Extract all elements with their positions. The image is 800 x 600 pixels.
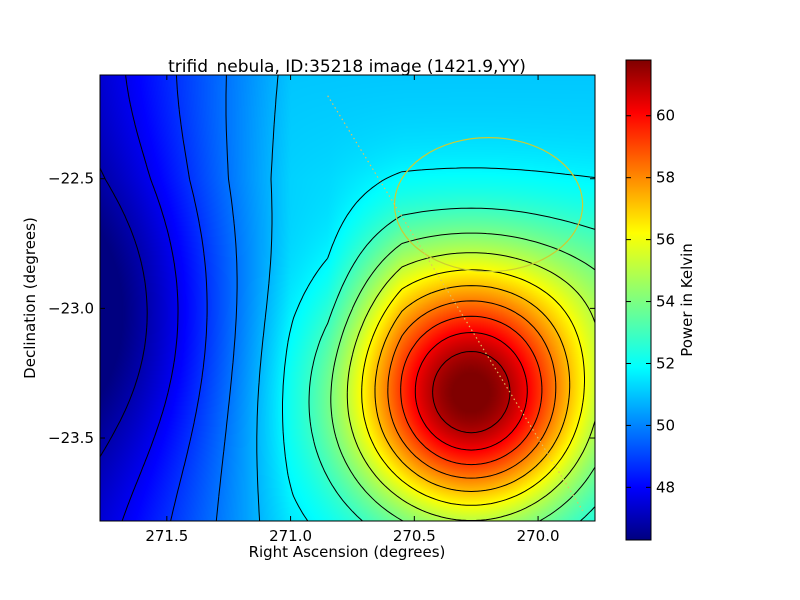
contour-line bbox=[400, 315, 543, 466]
x-tick-label: 271.5 bbox=[145, 527, 188, 545]
contour-line bbox=[215, 75, 238, 521]
x-axis: 271.5 271.0 270.5 270.0 bbox=[145, 75, 560, 545]
contour-line bbox=[414, 332, 528, 451]
colorbar-tick-label: 60 bbox=[656, 107, 675, 125]
colorbar-tick-label: 48 bbox=[656, 478, 675, 496]
y-tick-label: −23.0 bbox=[48, 299, 94, 317]
contour-line bbox=[121, 75, 179, 521]
contour-lines bbox=[100, 75, 595, 521]
colorbar-tick-label: 50 bbox=[656, 416, 675, 434]
contour-line bbox=[330, 232, 595, 521]
contour-line bbox=[374, 285, 571, 492]
colorbar-tick-label: 54 bbox=[656, 293, 675, 311]
contour-line bbox=[361, 269, 585, 506]
dotted-track-line bbox=[327, 95, 584, 511]
y-axis-label: Declination (degrees) bbox=[21, 217, 39, 379]
colorbar-tick-label: 58 bbox=[656, 169, 675, 187]
x-tick-label: 270.5 bbox=[393, 527, 436, 545]
contour-line bbox=[346, 252, 595, 521]
x-tick-label: 271.0 bbox=[269, 527, 312, 545]
colorbar-tick-label: 56 bbox=[656, 231, 675, 249]
y-tick-label: −23.5 bbox=[48, 429, 94, 447]
contour-line bbox=[256, 75, 279, 521]
chart-title: trifid_nebula, ID:35218 image (1421.9,YY… bbox=[168, 57, 526, 77]
x-tick-label: 270.0 bbox=[517, 527, 560, 545]
source-circle bbox=[393, 137, 584, 273]
colorbar-gradient bbox=[625, 59, 652, 541]
y-tick-label: −22.5 bbox=[48, 170, 94, 188]
heatmap-image bbox=[100, 75, 595, 521]
colorbar-ticks: 48 50 52 54 56 58 60 bbox=[626, 107, 675, 496]
contour-line bbox=[387, 300, 557, 479]
x-axis-label: Right Ascension (degrees) bbox=[249, 543, 446, 561]
y-axis: −22.5 −23.0 −23.5 bbox=[48, 170, 595, 447]
colorbar: 48 50 52 54 56 58 60 Power in Kelvin bbox=[625, 59, 696, 541]
contour-line bbox=[432, 351, 511, 434]
colorbar-label: Power in Kelvin bbox=[678, 243, 696, 357]
plot-area bbox=[99, 74, 596, 522]
contour-line bbox=[282, 167, 595, 521]
colorbar-tick-label: 52 bbox=[656, 354, 675, 372]
plot-frame bbox=[99, 74, 596, 522]
contour-line bbox=[170, 75, 208, 521]
